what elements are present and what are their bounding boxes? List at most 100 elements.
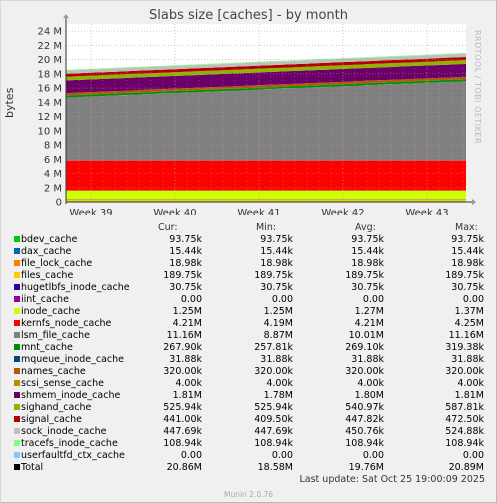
legend-value-max: 320.00k xyxy=(445,366,484,377)
legend-series-name: file_lock_cache xyxy=(21,258,93,269)
legend-swatch xyxy=(14,248,20,254)
legend-value-avg: 4.21M xyxy=(354,318,384,329)
legend-row-signal-cache: signal_cache 441.00k 409.50k 447.82k 472.50k xyxy=(0,414,497,426)
legend-value-cur: 1.81M xyxy=(172,390,202,401)
legend-value-max: 1.81M xyxy=(454,390,484,401)
legend-row-mnt-cache: mnt_cache 267.90k 257.81k 269.10k 319.38k xyxy=(0,342,497,354)
legend-series-name: files_cache xyxy=(21,270,74,281)
legend-value-min: 1.78M xyxy=(263,390,293,401)
legend-swatch xyxy=(14,440,20,446)
legend-value-min: 15.44k xyxy=(260,246,293,257)
legend-value-cur: 4.21M xyxy=(172,318,202,329)
area-kernfs-node-cache xyxy=(66,160,466,191)
legend-value-max: 319.38k xyxy=(445,342,484,353)
area-sighand-cache xyxy=(66,60,466,81)
y-tick-label: 22 M xyxy=(37,41,62,52)
legend-swatch xyxy=(14,404,20,410)
y-tick-label: 10 M xyxy=(37,126,62,137)
legend-value-min: 4.00k xyxy=(266,378,293,389)
legend-value-max: 524.88k xyxy=(445,426,484,437)
legend-swatch xyxy=(14,464,20,470)
legend-value-max: 1.37M xyxy=(454,306,484,317)
area-sock-inode-cache xyxy=(66,53,466,74)
legend-series-name: mnt_cache xyxy=(21,342,73,353)
area-tracefs-inode-cache xyxy=(66,53,466,71)
y-tick-label: 0 xyxy=(56,198,62,209)
y-tick-label: 6 M xyxy=(44,155,62,166)
legend-value-max: 18.98k xyxy=(451,258,484,269)
legend-value-min: 93.75k xyxy=(260,234,293,245)
legend-value-avg: 269.10k xyxy=(345,342,384,353)
legend-row-bdev-cache: bdev_cache 93.75k 93.75k 93.75k 93.75k xyxy=(0,234,497,246)
legend-row-hugetlbfs-inode-cache: hugetlbfs_inode_cache 30.75k 30.75k 30.75k 3… xyxy=(0,282,497,294)
legend-series-name: inode_cache xyxy=(21,306,81,317)
y-tick-label: 24 M xyxy=(37,27,62,38)
legend-value-cur: 30.75k xyxy=(169,282,202,293)
legend-row-sock-inode-cache: sock_inode_cache 447.69k 447.69k 450.76k 524… xyxy=(0,426,497,438)
legend-series-name: Total xyxy=(21,462,44,473)
legend-series-name: dax_cache xyxy=(21,246,72,257)
y-tick-label: 12 M xyxy=(37,112,62,123)
legend-value-cur: 18.98k xyxy=(169,258,202,269)
legend-value-avg: 447.82k xyxy=(345,414,384,425)
legend-value-cur: 108.94k xyxy=(163,438,202,449)
legend-value-cur: 320.00k xyxy=(163,366,202,377)
legend-row-userfaultfd-ctx-cache: userfaultfd_ctx_cache 0.00 0.00 0.00 0.00 xyxy=(0,450,497,462)
legend-series-name: mqueue_inode_cache xyxy=(21,354,124,365)
legend-value-avg: 1.27M xyxy=(354,306,384,317)
legend-swatch xyxy=(14,392,20,398)
area-mqueue-inode-cache xyxy=(66,79,466,96)
legend-swatch xyxy=(14,320,20,326)
munin-version: Munin 2.0.76 xyxy=(223,490,274,499)
legend-series-name: lsm_file_cache xyxy=(21,330,90,341)
y-tick-label: 4 M xyxy=(44,169,62,180)
legend-value-avg: 18.98k xyxy=(351,258,384,269)
legend-row-inode-cache: inode_cache 1.25M 1.25M 1.27M 1.37M xyxy=(0,306,497,318)
legend-value-min: 30.75k xyxy=(260,282,293,293)
legend-value-avg: 31.88k xyxy=(351,354,384,365)
legend-value-max: 93.75k xyxy=(451,234,484,245)
legend-value-min: 31.88k xyxy=(260,354,293,365)
legend-value-cur: 525.94k xyxy=(163,402,202,413)
y-tick-label: 16 M xyxy=(37,84,62,95)
legend-value-max: 0.00 xyxy=(462,450,484,461)
legend-value-avg: 30.75k xyxy=(351,282,384,293)
legend-value-avg: 10.01M xyxy=(348,330,384,341)
chart-title: Slabs size [caches] - by month xyxy=(149,8,348,23)
y-tick-label: 8 M xyxy=(44,141,62,152)
legend-swatch xyxy=(14,308,20,314)
x-axis-arrow xyxy=(472,199,476,205)
legend-value-cur: 1.25M xyxy=(172,306,202,317)
legend-series-name: sock_inode_cache xyxy=(21,426,107,437)
legend-value-max: 4.25M xyxy=(454,318,484,329)
legend-swatch xyxy=(14,236,20,242)
x-tick-label: Week 39 xyxy=(69,208,112,215)
legend-value-max: 472.50k xyxy=(445,414,484,425)
legend-value-cur: 0.00 xyxy=(180,450,202,461)
area-signal-cache xyxy=(66,57,466,77)
legend-swatch xyxy=(14,416,20,422)
legend-value-cur: 11.16M xyxy=(166,330,202,341)
column-header-min: Min: xyxy=(256,222,277,233)
x-tick-label: Week 41 xyxy=(237,208,280,215)
legend-value-min: 525.94k xyxy=(254,402,293,413)
legend-value-max: 587.81k xyxy=(445,402,484,413)
legend-series-name: scsi_sense_cache xyxy=(21,378,105,389)
legend-value-min: 189.75k xyxy=(254,270,293,281)
legend-value-min: 0.00 xyxy=(271,450,293,461)
legend-value-min: 8.87M xyxy=(263,330,293,341)
legend-series-name: iint_cache xyxy=(21,294,69,305)
legend-swatch xyxy=(14,368,20,374)
legend-series-name: bdev_cache xyxy=(21,234,78,245)
legend-value-min: 1.25M xyxy=(263,306,293,317)
legend-value-max: 31.88k xyxy=(451,354,484,365)
x-tick-label: Week 40 xyxy=(153,208,196,215)
legend-value-cur: 189.75k xyxy=(163,270,202,281)
legend-value-avg: 540.97k xyxy=(345,402,384,413)
legend-swatch xyxy=(14,356,20,362)
legend-value-avg: 320.00k xyxy=(345,366,384,377)
legend-swatch xyxy=(14,344,20,350)
legend-value-avg: 108.94k xyxy=(345,438,384,449)
legend-row-file-lock-cache: file_lock_cache 18.98k 18.98k 18.98k 18.98k xyxy=(0,258,497,270)
legend-value-cur: 15.44k xyxy=(169,246,202,257)
